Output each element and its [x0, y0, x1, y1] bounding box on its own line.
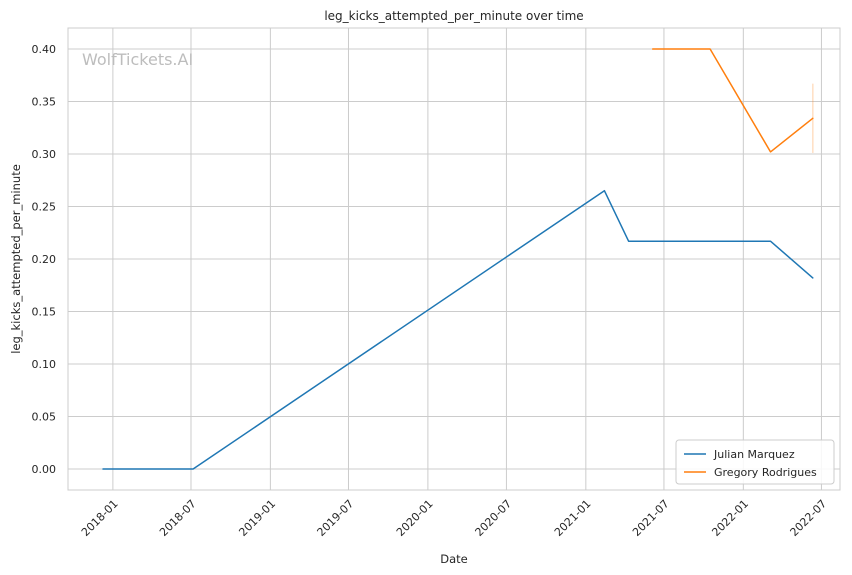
chart-title: leg_kicks_attempted_per_minute over time: [324, 9, 583, 23]
series-lines: [102, 48, 814, 470]
series-line-1: [651, 48, 814, 153]
plot-frame: [67, 27, 841, 491]
watermark: WolfTickets.AI: [82, 50, 193, 69]
series-line-0: [102, 189, 814, 470]
y-tick-label: 0.25: [32, 201, 57, 214]
y-axis-label: leg_kicks_attempted_per_minute: [9, 164, 23, 354]
y-tick-label: 0.15: [32, 306, 57, 319]
y-gridlines: [68, 48, 840, 470]
y-tick-label: 0.35: [32, 96, 57, 109]
x-tick-label: 2019-07: [315, 497, 357, 539]
x-tick-label: 2018-01: [79, 497, 121, 539]
x-tick-label: 2018-07: [157, 497, 199, 539]
y-tick-label: 0.05: [32, 411, 57, 424]
x-tick-label: 2021-07: [630, 497, 672, 539]
x-tick-label: 2021-01: [552, 497, 594, 539]
y-tick-label: 0.10: [32, 358, 57, 371]
x-tick-label: 2020-07: [473, 497, 515, 539]
legend-box: [675, 439, 835, 485]
x-tick-label: 2019-01: [236, 497, 278, 539]
y-tick-label: 0.00: [32, 463, 57, 476]
x-tick-labels: 2018-01 2018-07 2019-01 2019-07 2020-01 2020-…: [79, 497, 829, 539]
y-tick-label: 0.40: [32, 43, 57, 56]
x-tick-label: 2020-01: [394, 497, 436, 539]
legend-label: Gregory Rodrigues: [714, 466, 817, 479]
x-tick-label: 2022-07: [788, 497, 830, 539]
y-tick-labels: 0.00 0.05 0.10 0.15 0.20 0.25 0.30 0.35 0.40: [32, 43, 57, 476]
legend-label: Julian Marquez: [713, 448, 795, 461]
y-tick-label: 0.30: [32, 148, 57, 161]
y-tick-label: 0.20: [32, 253, 57, 266]
x-axis-label: Date: [440, 552, 468, 566]
legend: Julian Marquez Gregory Rodrigues: [675, 439, 835, 485]
x-tick-label: 2022-01: [709, 497, 751, 539]
